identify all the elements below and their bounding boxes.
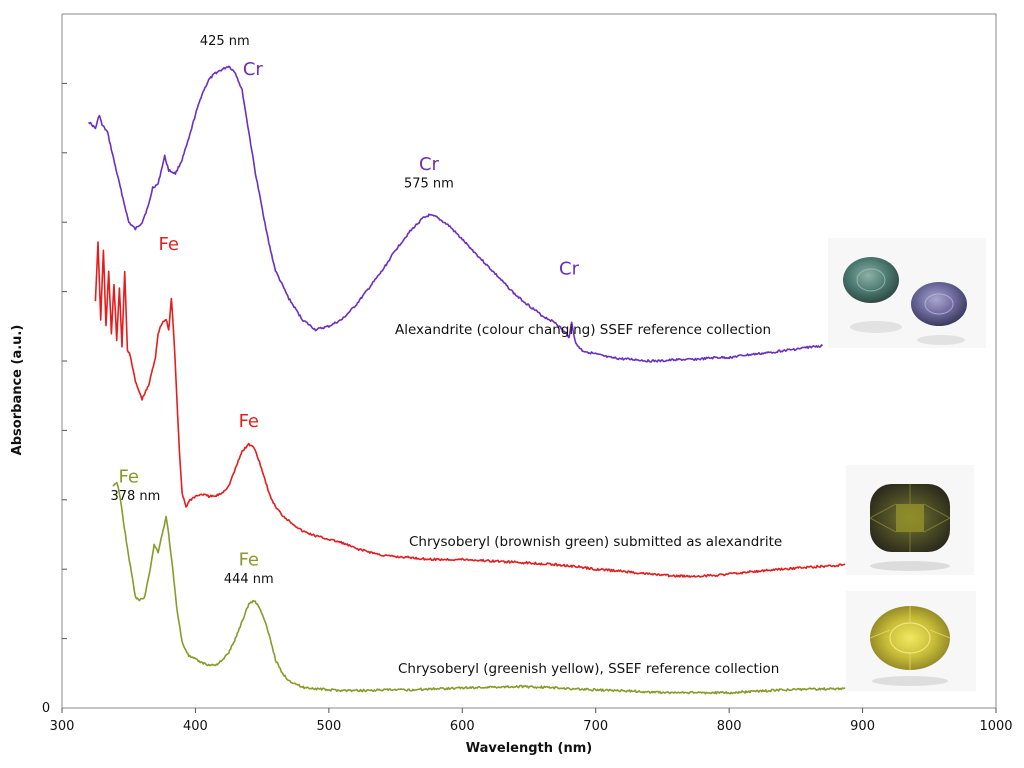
alexandrite-gems-icon [843,257,967,345]
series-line-alexandrite [88,65,823,363]
brownish-green-gem-image [846,465,974,575]
series-line-brownish [94,241,846,578]
y-axis-title: Absorbance (a.u.) [10,325,25,456]
y-axis-ticks [62,82,67,640]
series-line-greenish [112,481,846,695]
ann-fe-green-378-ion: Fe [118,466,138,487]
oval-gem-icon [869,606,951,686]
ann-cr-575-ion: Cr [419,154,440,175]
x-tick-label-300: 300 [50,719,75,734]
ann-fe-green-444-ion: Fe [239,550,259,571]
x-tick-label-900: 900 [850,719,875,734]
series-label-alexandrite: Alexandrite (colour changing) SSEF refer… [395,322,771,338]
ann-fe-red-444: Fe [239,411,259,432]
series-layer [88,65,846,695]
series-label-greenish-yellow: Chrysoberyl (greenish yellow), SSEF refe… [398,661,779,677]
x-tick-label-700: 700 [583,719,608,734]
ann-cr-425-nm: 425 nm [200,34,250,49]
x-tick-label-1000: 1000 [979,719,1012,734]
alexandrite-pair-image [828,238,986,348]
x-tick-label-400: 400 [183,719,208,734]
series-label-brownish-green: Chrysoberyl (brownish green) submitted a… [409,534,782,550]
greenish-yellow-gem-image [846,591,976,691]
ann-cr-425-ion: Cr [243,59,264,80]
ann-fe-green-444-nm: 444 nm [224,572,274,587]
y-zero-label: 0 [42,701,50,716]
ann-fe-green-378-nm: 378 nm [110,489,160,504]
x-axis-ticks: 300 400 500 600 700 800 900 1000 [50,708,1013,734]
ann-cr-575-nm: 575 nm [404,177,454,192]
ann-fe-red-380: Fe [159,234,179,255]
cushion-gem-icon [869,484,951,571]
x-axis-title: Wavelength (nm) [466,741,592,756]
x-tick-label-800: 800 [717,719,742,734]
ann-cr-680-ion: Cr [559,258,580,279]
x-tick-label-600: 600 [450,719,475,734]
x-tick-label-500: 500 [316,719,341,734]
